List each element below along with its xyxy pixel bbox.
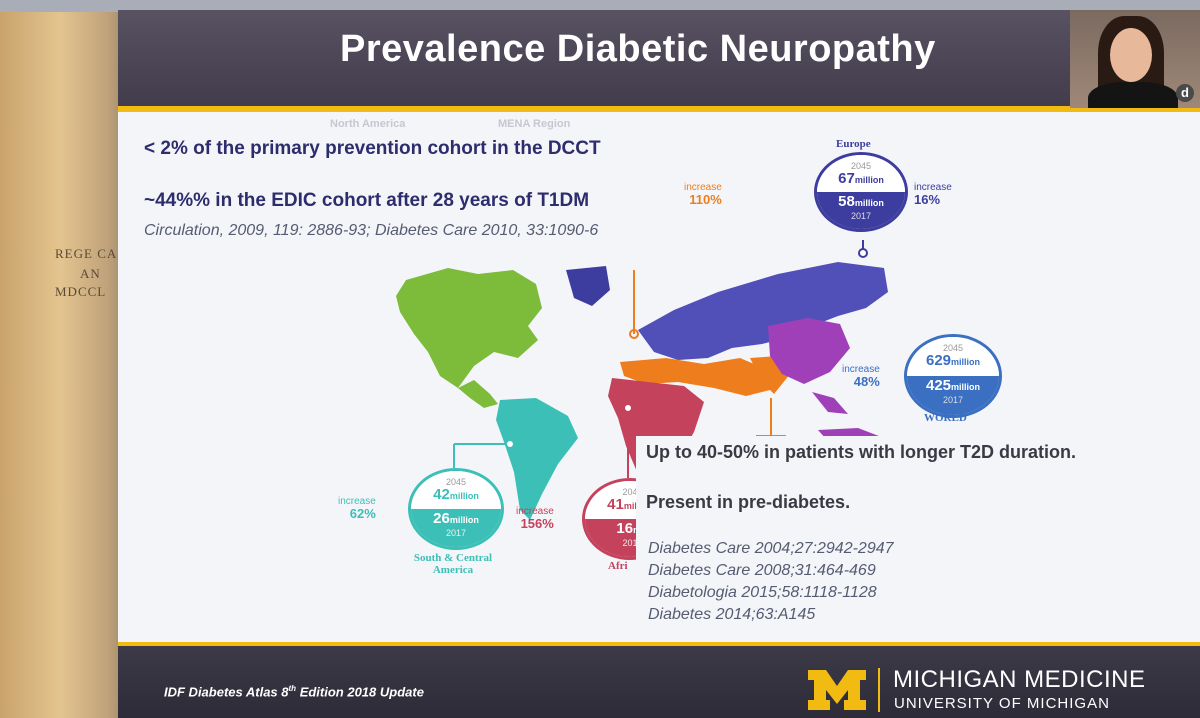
bullet-dcct: < 2% of the primary prevention cohort in… — [144, 138, 601, 159]
bullet-edic: ~44%% in the EDIC cohort after 28 years … — [144, 190, 590, 211]
presenter-webcam: d — [1070, 10, 1200, 108]
sca-value-2045: 42 — [433, 486, 450, 503]
world-increase: increase 48% — [842, 364, 880, 390]
europe-unit-2017: million — [854, 198, 884, 208]
africa-year-2017: 201 — [622, 538, 638, 548]
region-greenland — [566, 266, 610, 306]
region-south-america — [496, 398, 578, 520]
sca-unit-2017: million — [449, 515, 479, 525]
africa-increase: increase 156% — [516, 506, 554, 532]
footer-gold-rule — [118, 642, 1200, 648]
world-unit-2045: million — [951, 357, 981, 367]
world-year-2045: 2045 — [942, 343, 964, 353]
brand-university: UNIVERSITY OF MICHIGAN — [894, 695, 1110, 712]
europe-increase-label: increase — [914, 182, 952, 193]
reference-4: Diabetes 2014;63:A145 — [648, 606, 816, 623]
faded-label-north-america: North America — [330, 118, 406, 130]
arch-inscription-3: MDCCL — [55, 284, 107, 299]
arch-inscription-1: REGE CA — [55, 246, 118, 261]
world-value-2017: 425 — [925, 377, 952, 394]
region-mena — [620, 358, 778, 396]
world-badge: 2045 629million 425million 2017 — [904, 334, 1002, 418]
slide-header: Prevalence Diabetic Neuropathy — [118, 10, 1200, 106]
world-increase-value: 48% — [853, 374, 880, 389]
europe-value-2045: 67 — [838, 170, 855, 187]
world-year-2017: 2017 — [942, 395, 964, 405]
sca-unit-2045: million — [449, 491, 479, 501]
mena-increase-value: 110% — [689, 192, 722, 207]
africa-value-2017: 16 — [616, 520, 634, 537]
africa-value-2045: 41 — [607, 496, 624, 513]
africa-year-2045: 204 — [622, 487, 638, 497]
citation-circulation: Circulation, 2009, 119: 2886-93; Diabete… — [144, 222, 599, 239]
europe-badge: 2045 67million 58million 2017 — [814, 152, 908, 232]
faded-label-mena: MENA Region — [498, 118, 571, 130]
bullet-t2d: Up to 40-50% in patients with longer T2D… — [646, 442, 1077, 462]
slide-content: North America MENA Region < 2% of the pr… — [118, 112, 1200, 644]
sca-label: South & Central America — [398, 552, 508, 576]
sca-year-2017: 2017 — [445, 528, 467, 538]
europe-year-2017: 2017 — [850, 211, 872, 221]
mena-increase: increase 110% — [684, 182, 722, 208]
brand-name: MICHIGAN MEDICINE — [893, 666, 1146, 693]
europe-unit-2045: million — [854, 175, 884, 185]
africa-increase-label: increase — [516, 506, 554, 517]
world-unit-2017: million — [951, 382, 981, 392]
world-map — [396, 240, 888, 520]
block-m-logo-icon — [808, 670, 866, 710]
europe-label: Europe — [836, 138, 871, 150]
sca-label-line-2: America — [432, 564, 474, 576]
world-increase-label: increase — [842, 364, 880, 375]
footer-note-rest: Edition 2018 Update — [296, 684, 424, 700]
brand-divider — [878, 668, 880, 712]
europe-year-2045: 2045 — [850, 161, 872, 171]
sca-value-2017: 26 — [433, 510, 450, 527]
europe-value-2017: 58 — [838, 193, 855, 210]
slide-title: Prevalence Diabetic Neuropathy — [340, 28, 936, 70]
reference-2: Diabetes Care 2008;31:464-469 — [648, 562, 876, 579]
background-top-strip — [0, 0, 1200, 12]
footer-note-superscript: th — [288, 684, 297, 693]
africa-label: Afri — [608, 560, 628, 572]
region-central-america — [458, 380, 498, 408]
sca-increase-value: 62% — [349, 506, 376, 521]
sca-year-2045: 2045 — [445, 477, 467, 487]
europe-increase-value: 16% — [914, 192, 941, 207]
sca-label-line-1: South & Central — [413, 552, 493, 564]
presenter-body — [1088, 82, 1178, 108]
mena-increase-label: increase — [684, 182, 722, 193]
presenter-face — [1110, 28, 1152, 82]
africa-increase-value: 156% — [520, 516, 554, 531]
europe-increase: increase 16% — [914, 182, 952, 208]
sca-badge: 2045 42million 26million 2017 — [408, 468, 504, 550]
region-europe — [638, 262, 888, 360]
header-gold-rule — [118, 106, 1200, 112]
world-value-2045: 629 — [925, 352, 952, 369]
d-logo-icon: d — [1176, 84, 1194, 102]
reference-3: Diabetologia 2015;58:1118-1128 — [648, 584, 877, 601]
arch-inscription-2: AN — [80, 266, 101, 281]
world-label: WORLD — [924, 412, 967, 424]
region-north-america — [396, 268, 542, 388]
bullet-prediabetes: Present in pre-diabetes. — [646, 492, 851, 512]
region-se-asia — [812, 392, 848, 414]
footer-note-text: IDF Diabetes Atlas 8 — [164, 684, 289, 700]
reference-1: Diabetes Care 2004;27:2942-2947 — [648, 540, 894, 557]
sca-increase-label: increase — [338, 496, 376, 507]
slide-footer: IDF Diabetes Atlas 8th Edition 2018 Upda… — [118, 646, 1200, 718]
sca-increase: increase 62% — [338, 496, 376, 522]
presentation-slide: Prevalence Diabetic Neuropathy d North A… — [118, 10, 1200, 718]
text-panel: Up to 40-50% in patients with longer T2D… — [636, 436, 1076, 642]
footer-source-note: IDF Diabetes Atlas 8th Edition 2018 Upda… — [164, 684, 424, 699]
region-western-pacific — [768, 318, 850, 384]
